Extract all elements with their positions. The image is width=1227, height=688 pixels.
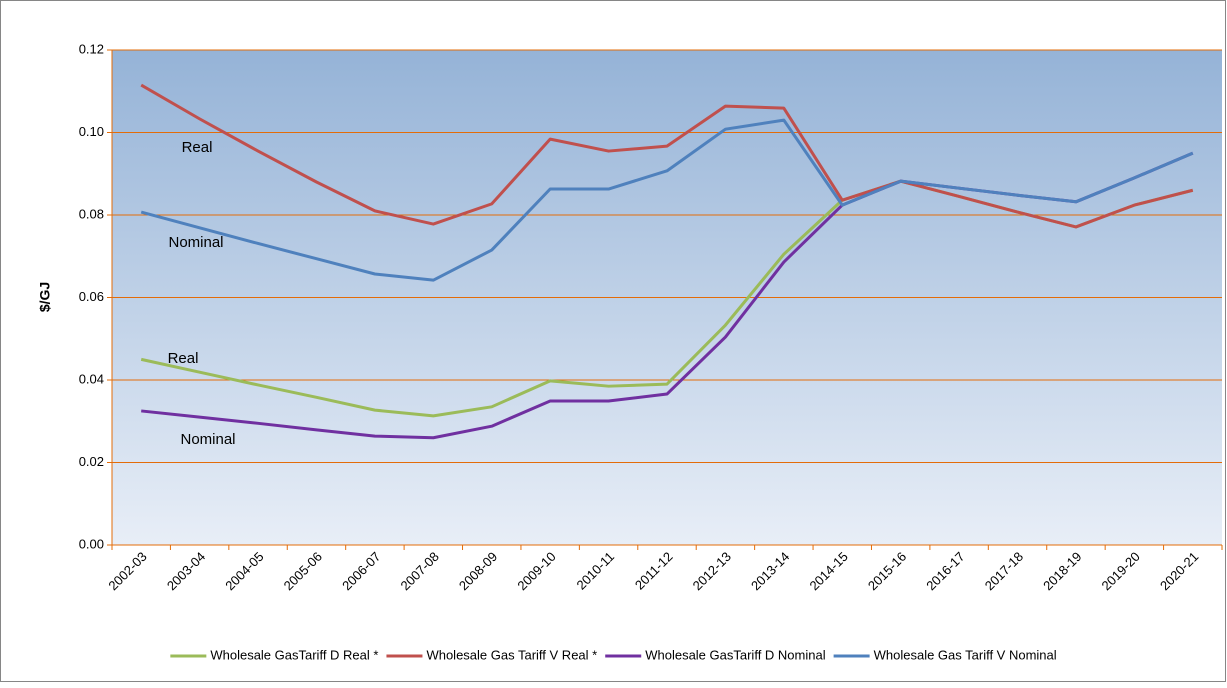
y-tick-label: 0.02: [79, 454, 104, 469]
y-tick-label: 0.04: [79, 371, 104, 386]
y-tick-label: 0.08: [79, 206, 104, 221]
series-line: [140, 118, 1194, 282]
series-line: [140, 83, 1194, 229]
legend-label: Wholesale GasTariff D Nominal: [645, 647, 825, 662]
legend-label: Wholesale Gas Tariff V Real *: [426, 647, 597, 662]
y-tick-label: 0.12: [79, 41, 104, 56]
annotation: Nominal: [180, 431, 235, 448]
y-axis-label: $/GJ: [37, 282, 53, 312]
y-tick-label: 0.06: [79, 289, 104, 304]
annotation: Real: [168, 350, 199, 367]
y-tick-label: 0.10: [79, 124, 104, 139]
y-tick-label: 0.00: [79, 536, 104, 551]
annotation: Real: [182, 139, 213, 156]
legend-label: Wholesale Gas Tariff V Nominal: [874, 647, 1057, 662]
annotation: Nominal: [168, 234, 223, 251]
legend-label: Wholesale GasTariff D Real *: [210, 647, 378, 662]
